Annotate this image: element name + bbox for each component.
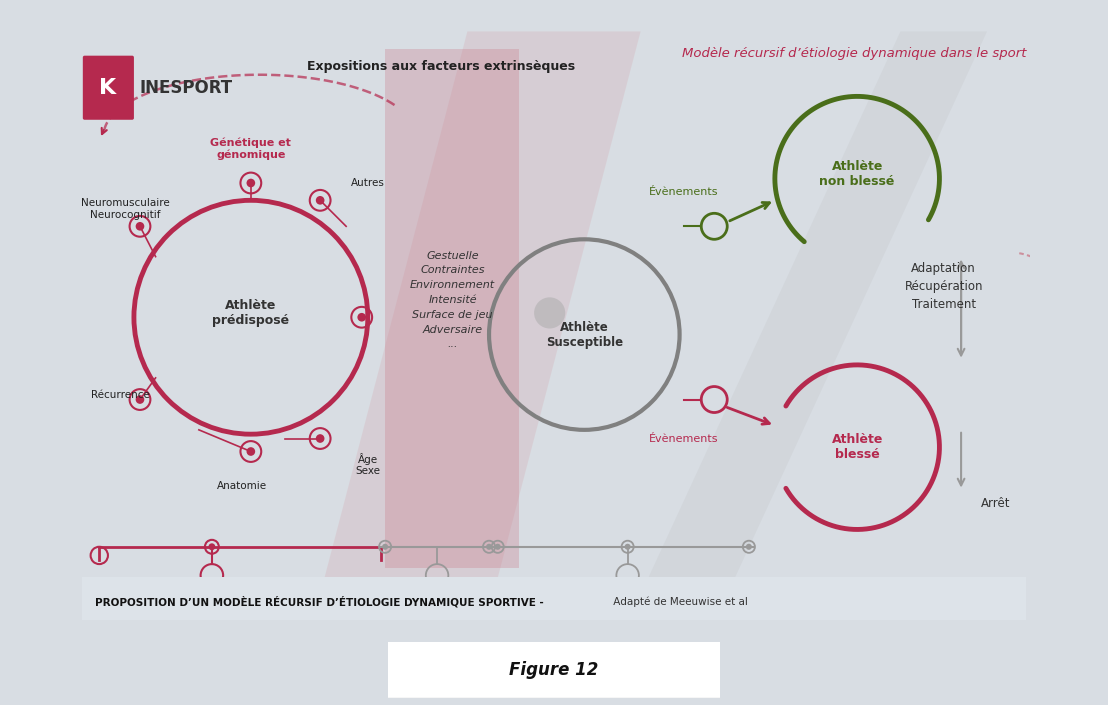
Circle shape <box>494 544 501 550</box>
Circle shape <box>316 434 325 443</box>
Text: Âge
Sexe: Âge Sexe <box>356 453 380 477</box>
Text: Récurrence: Récurrence <box>92 390 151 400</box>
Circle shape <box>746 544 752 550</box>
Text: Facteurs extrinsèques: Facteurs extrinsèques <box>372 596 502 610</box>
Text: Athlète
prédisposé: Athlète prédisposé <box>213 299 289 327</box>
Text: Neuromusculaire
Neurocognitif: Neuromusculaire Neurocognitif <box>81 198 170 220</box>
FancyBboxPatch shape <box>83 56 134 120</box>
Text: PROPOSITION D’UN MODÈLE RÉCURSIF D’ÉTIOLOGIE DYNAMIQUE SPORTIVE -: PROPOSITION D’UN MODÈLE RÉCURSIF D’ÉTIOL… <box>95 596 544 607</box>
Text: Athlète
blessé: Athlète blessé <box>831 433 883 461</box>
Circle shape <box>534 298 565 329</box>
Circle shape <box>358 313 366 321</box>
Circle shape <box>135 222 144 231</box>
Circle shape <box>486 544 492 550</box>
Text: Gestuelle
Contraintes
Environnement
Intensité
Surface de jeu
Adversaire
...: Gestuelle Contraintes Environnement Inte… <box>410 250 495 349</box>
Text: Évènements: Évènements <box>649 434 719 443</box>
Text: Génétique et
génomique: Génétique et génomique <box>211 137 291 160</box>
Text: Figure 12: Figure 12 <box>510 661 598 679</box>
FancyBboxPatch shape <box>386 49 520 568</box>
Polygon shape <box>320 32 640 594</box>
Text: Modèle récursif d’étiologie dynamique dans le sport: Modèle récursif d’étiologie dynamique da… <box>681 47 1026 60</box>
Circle shape <box>382 544 388 550</box>
Circle shape <box>316 196 325 204</box>
Circle shape <box>135 396 144 404</box>
Text: Athlète
non blessé: Athlète non blessé <box>820 160 895 188</box>
Circle shape <box>625 544 630 550</box>
FancyBboxPatch shape <box>82 577 1026 625</box>
Text: Anatomie: Anatomie <box>217 481 267 491</box>
Circle shape <box>246 178 255 188</box>
Text: Facteurs intrinsèques: Facteurs intrinsèques <box>136 596 288 610</box>
Text: Athlète
Susceptible: Athlète Susceptible <box>546 321 623 348</box>
Text: Autres: Autres <box>351 178 384 188</box>
Text: Expositions aux facteurs extrinsèques: Expositions aux facteurs extrinsèques <box>307 59 575 73</box>
Text: INESPORT: INESPORT <box>140 79 233 97</box>
Circle shape <box>208 544 215 550</box>
Text: Arrêt: Arrêt <box>981 497 1010 510</box>
Text: Pathomécanismes: Pathomécanismes <box>564 596 691 610</box>
Text: Adapté de Meeuwise et al: Adapté de Meeuwise et al <box>611 596 748 606</box>
FancyBboxPatch shape <box>381 640 727 699</box>
Text: Évènements: Évènements <box>649 187 719 197</box>
Polygon shape <box>640 32 987 594</box>
Text: Adaptation
Récupération
Traitement: Adaptation Récupération Traitement <box>904 262 983 312</box>
Text: K: K <box>100 78 116 98</box>
Circle shape <box>246 447 255 456</box>
